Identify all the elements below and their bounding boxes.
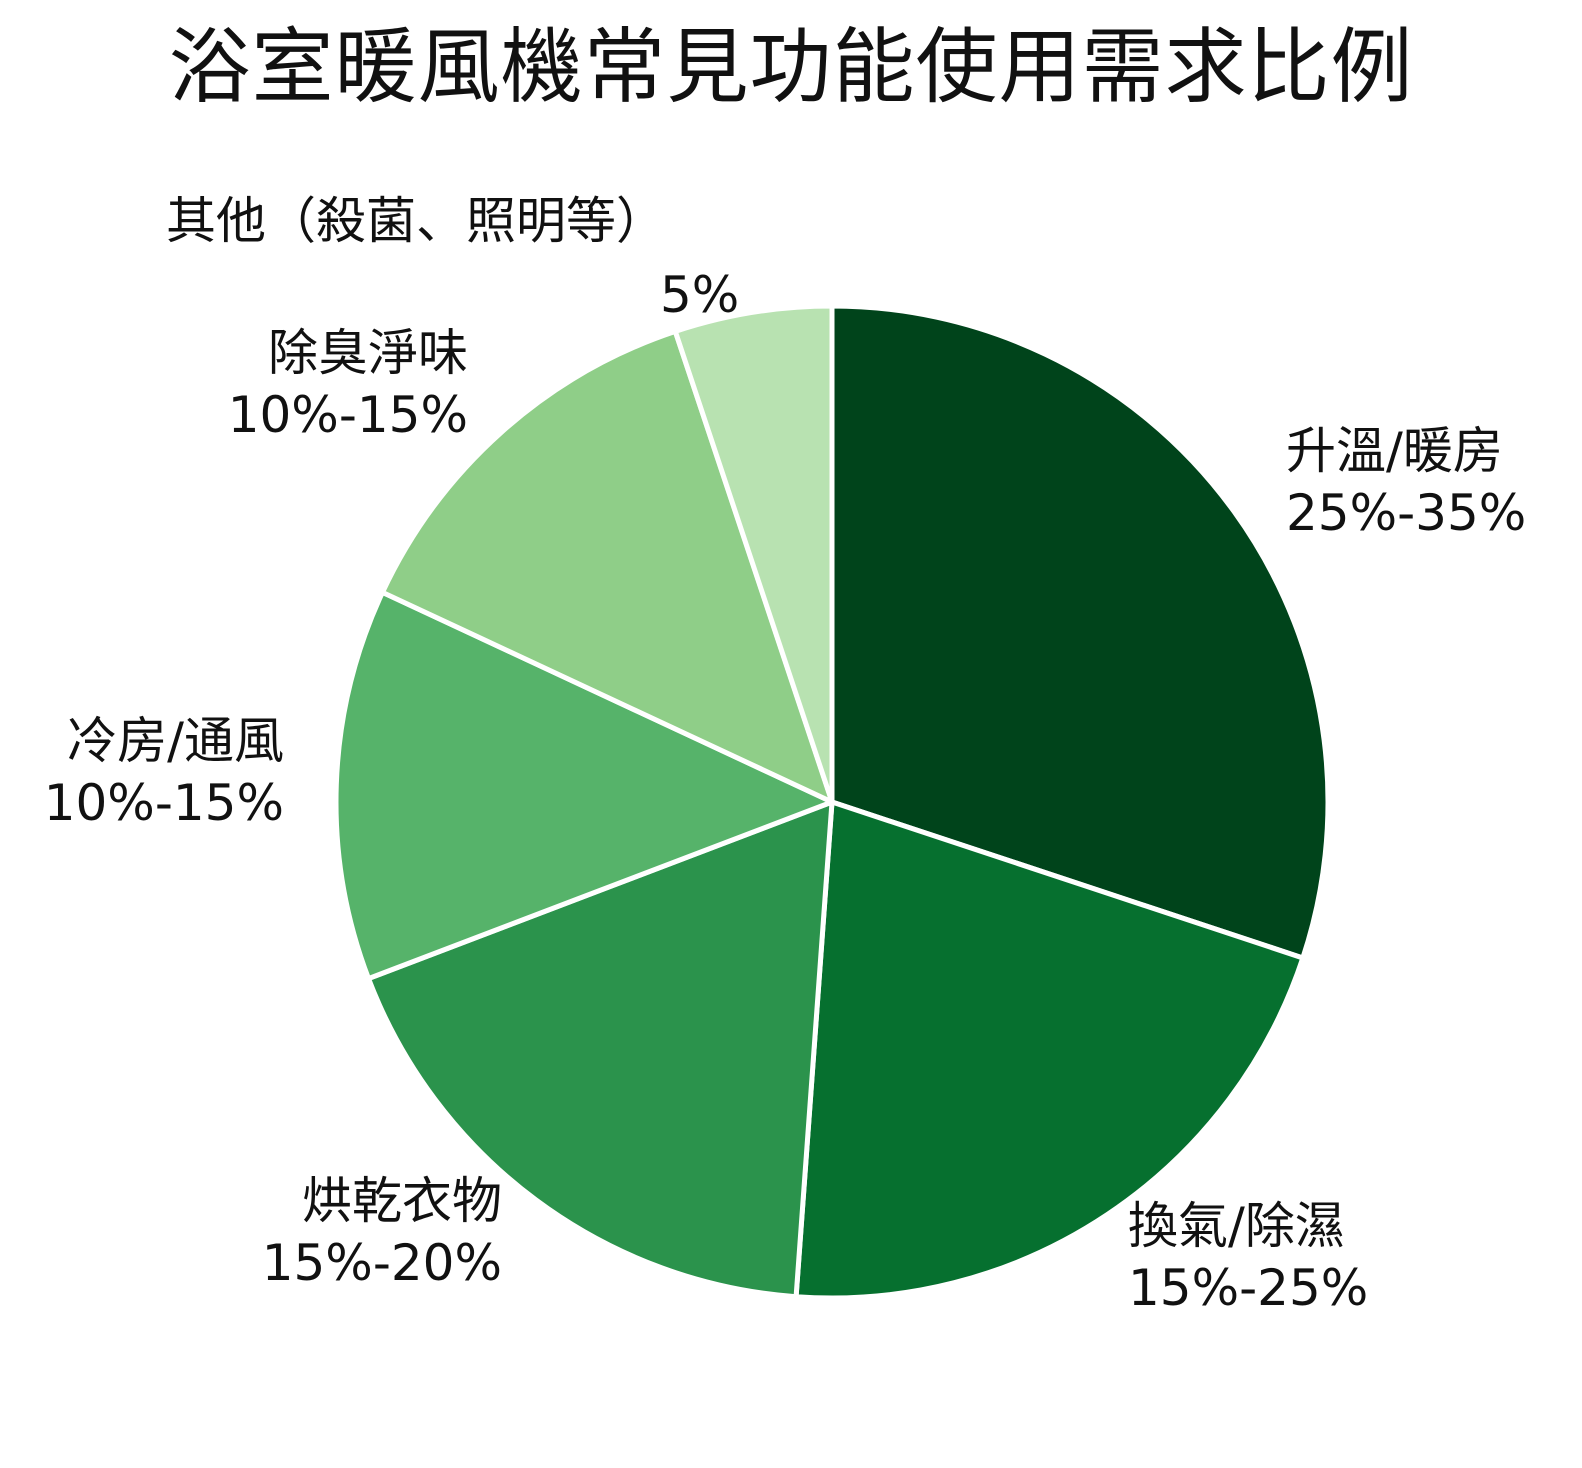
label-name: 升溫/暖房	[1286, 422, 1503, 480]
label-other-value: 5%	[660, 264, 739, 326]
label-value: 25%-35%	[1286, 484, 1527, 542]
label-value: 5%	[660, 266, 740, 324]
pie-slices	[333, 303, 1331, 1301]
pie-slice	[333, 589, 835, 982]
label-deodorize: 除臭淨味 10%-15%	[214, 322, 468, 446]
pie-slice	[365, 799, 835, 1300]
label-value: 15%-25%	[1128, 1259, 1369, 1317]
label-name: 除臭淨味	[268, 324, 468, 382]
label-heating: 升溫/暖房 25%-35%	[1286, 420, 1526, 544]
pie-slice	[379, 328, 835, 805]
pie-slice	[672, 303, 835, 805]
label-drying: 烘乾衣物 15%-20%	[250, 1170, 502, 1294]
label-ventilation: 換氣/除濕 15%-25%	[1128, 1195, 1368, 1319]
label-other: 其他（殺菌、照明等）	[166, 190, 666, 252]
label-name: 烘乾衣物	[302, 1172, 502, 1230]
pie-slice	[793, 799, 1306, 1301]
label-value: 10%-15%	[227, 386, 468, 444]
label-cooling: 冷房/通風 10%-15%	[30, 710, 284, 834]
label-name: 換氣/除濕	[1128, 1197, 1345, 1255]
label-name: 其他（殺菌、照明等）	[166, 192, 666, 250]
label-value: 10%-15%	[43, 774, 284, 832]
chart-title: 浴室暖風機常見功能使用需求比例	[168, 20, 1414, 115]
pie-slice	[829, 303, 1331, 961]
label-value: 15%-20%	[261, 1234, 502, 1292]
label-name: 冷房/通風	[67, 712, 284, 770]
